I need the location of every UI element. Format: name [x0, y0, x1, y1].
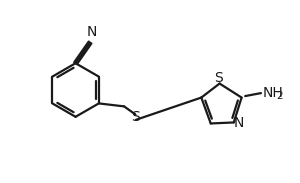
Text: S: S	[131, 110, 140, 124]
Text: 2: 2	[276, 91, 283, 101]
Text: N: N	[234, 116, 244, 130]
Text: S: S	[214, 71, 224, 85]
Text: NH: NH	[263, 85, 284, 100]
Text: N: N	[86, 25, 97, 39]
